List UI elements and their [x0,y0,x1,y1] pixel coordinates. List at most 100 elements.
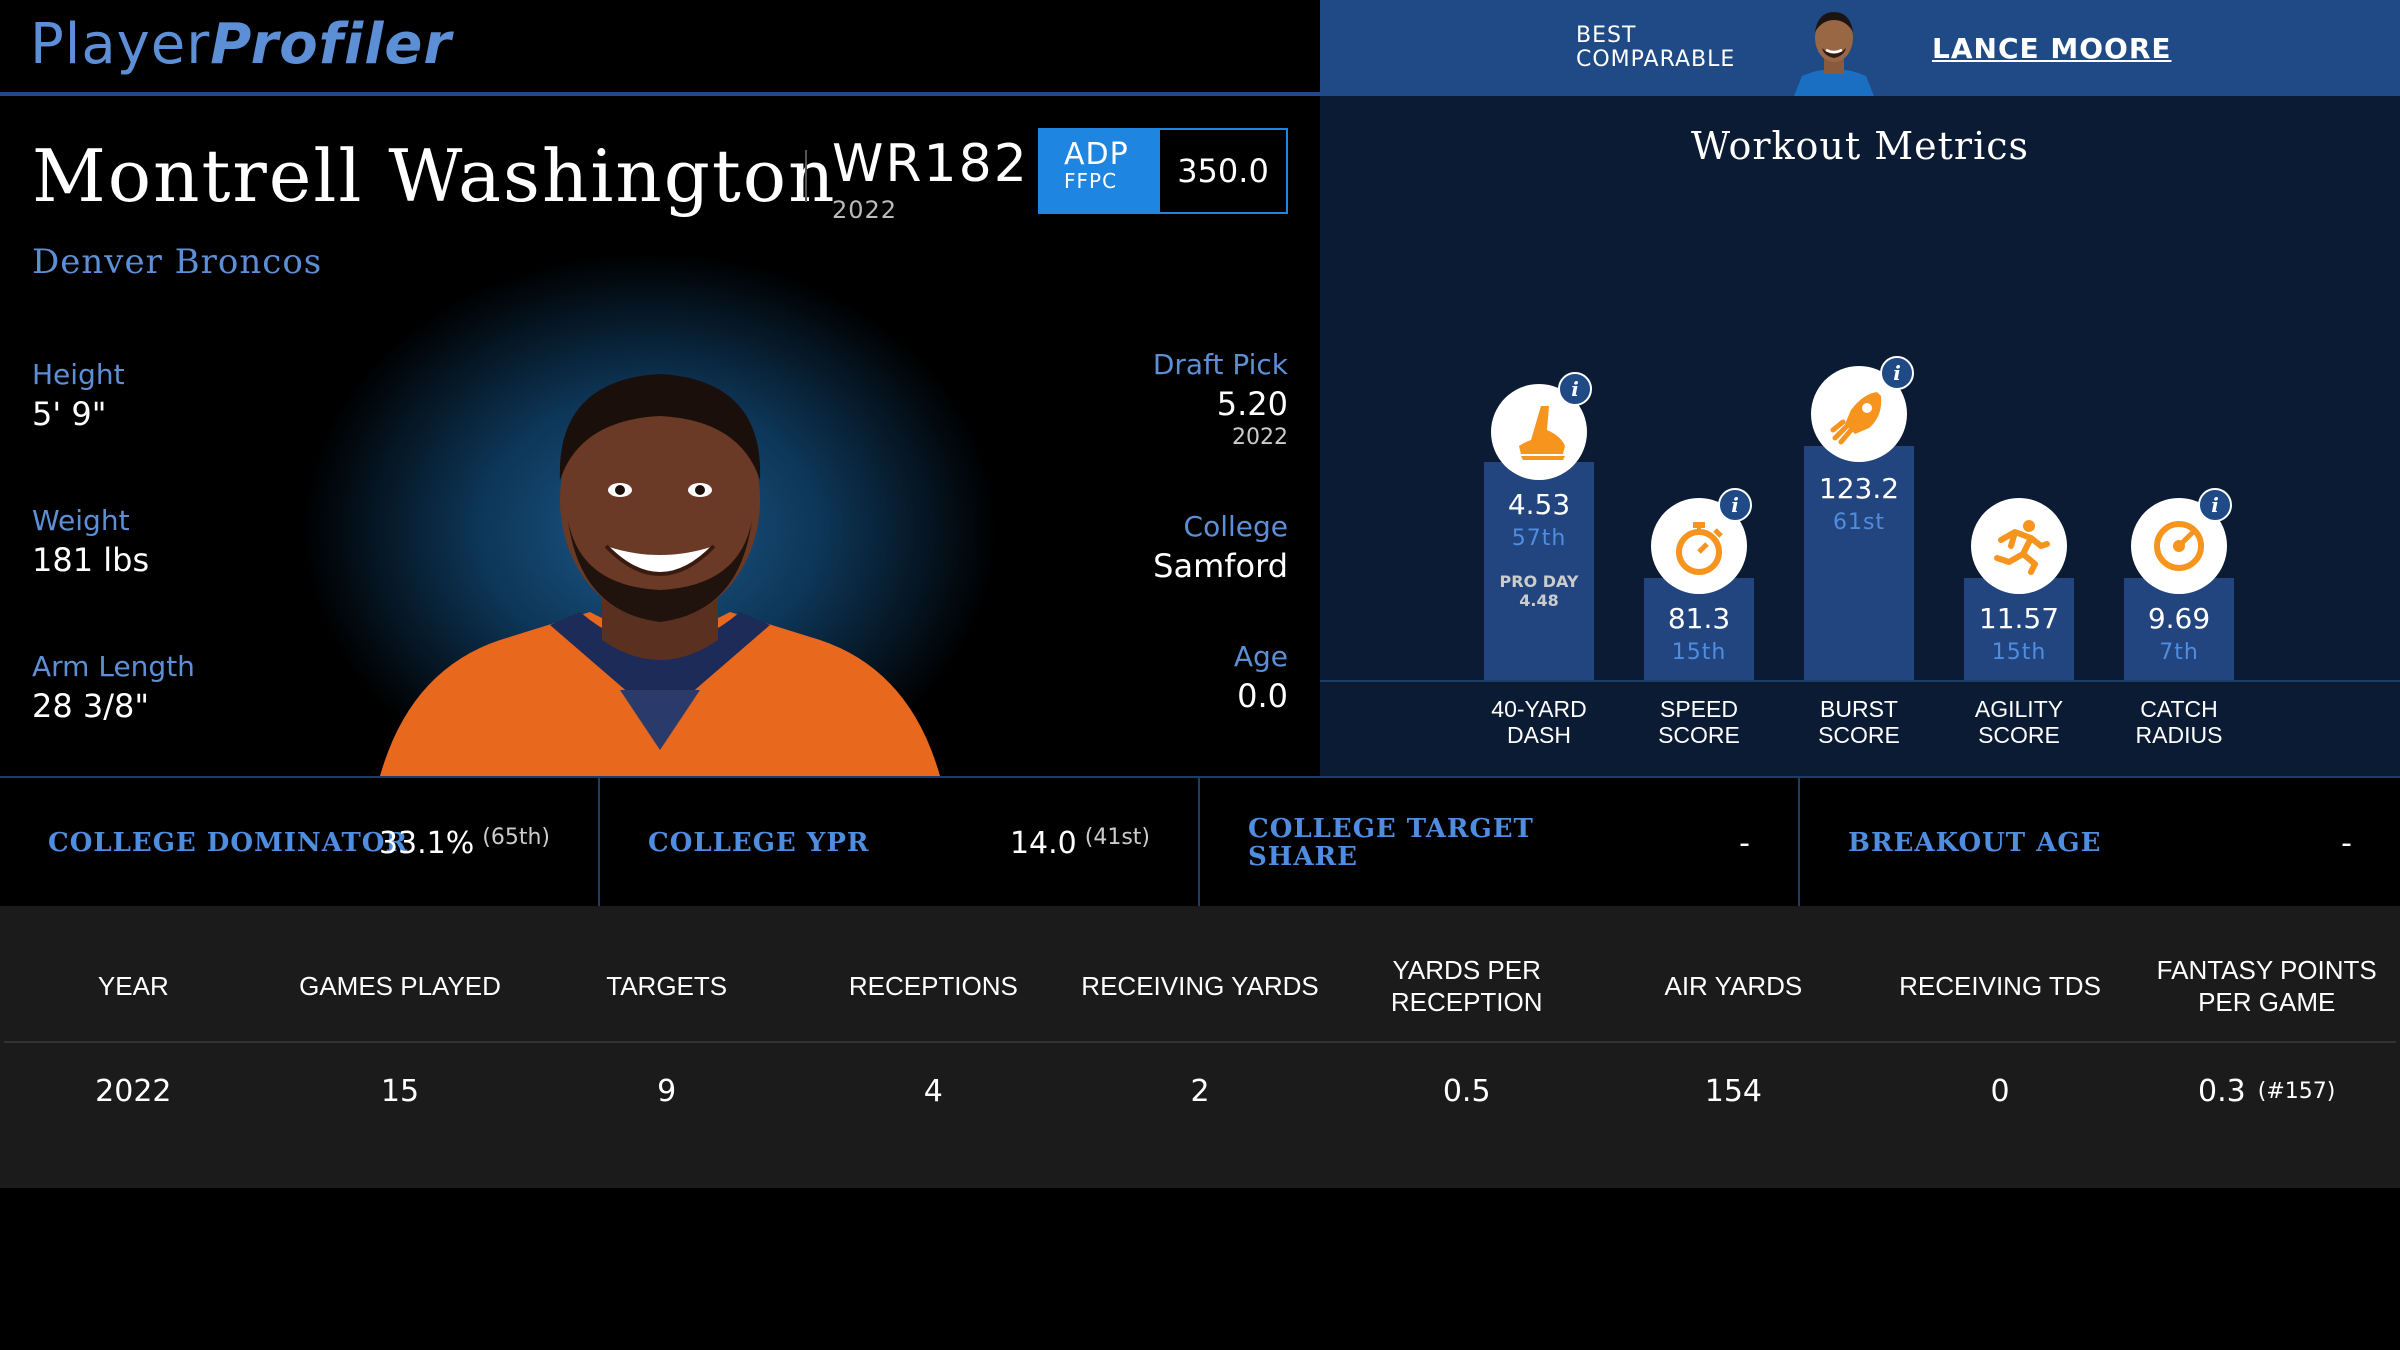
burst-score-label-line1: BURST [1820,696,1898,722]
burst-score-bar[interactable] [1804,446,1914,680]
burst-score-label: BURST SCORE [1779,696,1939,748]
header-games-played[interactable]: GAMES PLAYED [299,971,501,1001]
header-receptions[interactable]: RECEPTIONS [848,971,1018,1001]
college-dominator-rank: (65th) [482,824,550,850]
age-stat: Age 0.0 [1234,640,1288,715]
college-ypr-value-group: 14.0 (41st) [1010,778,1150,908]
cell-receiving-tds: 0 [1990,1073,2010,1109]
weight-stat: Weight 181 lbs [32,504,149,579]
best-comparable-bar: BEST COMPARABLE LANCE MOORE [1320,0,2400,96]
comparable-avatar [1794,12,1874,96]
header-receiving-tds[interactable]: RECEIVING TDS [1899,971,2101,1001]
agility-score-value: 11.57 [1978,602,2060,635]
arm-length-label: Arm Length [32,650,195,683]
fpg-rank: (#157) [2257,1078,2336,1104]
header-receiving-yards[interactable]: RECEIVING YARDS [1081,971,1319,1001]
adp-value: 350.0 [1177,152,1269,190]
header-targets[interactable]: TARGETS [606,971,728,1001]
forty-yard-label: 40-YARD DASH [1459,696,1619,748]
breakout-age-value: - [2341,825,2352,861]
season-stats-table: YEAR GAMES PLAYED TARGETS RECEPTIONS REC… [0,906,2400,1188]
age-value: 0.0 [1237,677,1288,715]
position-rank-year: 2022 [832,196,898,224]
forty-yard-bar[interactable] [1484,462,1594,680]
college-target-share-label-line2: SHARE [1248,842,1358,872]
position-rank: WR182 [832,134,1029,194]
best-label-line1: BEST [1576,23,1637,48]
catch-radius-label-line1: CATCH [2140,696,2218,722]
college-ypr-label: COLLEGE YPR [648,828,870,858]
team-name[interactable]: Denver Broncos [32,242,323,282]
speed-score-bar[interactable] [1644,578,1754,680]
cell-receiving-yards: 2 [1190,1073,1210,1109]
catch-radius-label: CATCH RADIUS [2099,696,2259,748]
breakout-age-box[interactable]: BREAKOUT AGE - [1800,778,2400,908]
draft-pick-stat: Draft Pick 5.20 2022 [1153,348,1288,450]
college-stats-row: COLLEGE DOMINATOR 33.1% (65th) COLLEGE YP… [0,776,2400,908]
header-yards-per-reception[interactable]: YARDS PER RECEPTION [1390,955,1543,1017]
adp-source: FFPC [1064,169,1118,193]
playerprofiler-logo[interactable]: PlayerProfiler [30,12,452,77]
cell-yards-per-reception: 0.5 [1442,1073,1491,1109]
header-year[interactable]: YEAR [97,971,169,1001]
runner-icon [1971,498,2067,594]
college-value: Samford [1153,547,1288,585]
adp-label-block: ADP FFPC [1040,130,1160,212]
player-name: Montrell Washington [32,134,837,218]
college-ypr-box[interactable]: COLLEGE YPR 14.0 (41st) [600,778,1200,908]
arm-length-value: 28 3/8" [32,687,150,725]
weight-value: 181 lbs [32,541,150,579]
college-dominator-value: 33.1% [378,825,475,861]
agility-score-bar[interactable] [1964,578,2074,680]
comparable-player-link[interactable]: LANCE MOORE [1932,32,2172,65]
logo-profiler-text: Profiler [210,12,453,77]
workout-metrics-title: Workout Metrics [1690,124,2030,168]
cell-games-played: 15 [380,1073,420,1109]
workout-metrics-panel: Workout Metrics i 4.53 57th PRO DAY 4.48… [1320,96,2400,776]
speed-score-label-line1: SPEED [1660,696,1738,722]
speed-score-info-icon[interactable]: i [1718,488,1752,522]
forty-yard-value: 4.53 [1507,488,1571,521]
height-stat: Height 5' 9" [32,358,125,433]
forty-yard-label-line1: 40-YARD [1491,696,1587,722]
header-air-yards[interactable]: AIR YARDS [1664,971,1803,1001]
catch-radius-label-line2: RADIUS [2135,722,2223,748]
height-label: Height [32,358,125,391]
top-bar: PlayerProfiler [0,0,1320,96]
name-divider [805,150,807,202]
college-target-share-label-line1: COLLEGE TARGET [1248,814,1534,844]
forty-yard-label-line2: DASH [1507,722,1571,748]
college-target-share-box[interactable]: COLLEGE TARGET SHARE - [1200,778,1800,908]
catch-radius-value: 9.69 [2147,602,2211,635]
forty-yard-info-icon[interactable]: i [1558,372,1592,406]
player-profile-panel: Montrell Washington WR182 2022 ADP FFPC … [0,100,1320,776]
catch-radius-bar[interactable] [2124,578,2234,680]
adp-box[interactable]: ADP FFPC 350.0 [1038,128,1288,214]
catch-radius-info-icon[interactable]: i [2198,488,2232,522]
pro-day-label: PRO DAY [1499,572,1579,591]
college-dominator-box[interactable]: COLLEGE DOMINATOR 33.1% (65th) [0,778,600,908]
cell-fantasy-points-per-game: 0.3 (#157) [2133,1056,2400,1126]
table-row: 2022 15 9 4 2 0.5 154 0 0.3 (#157) [0,1056,2400,1126]
adp-label: ADP [1064,137,1129,172]
rocket-icon [1811,366,1907,462]
cell-targets: 9 [657,1073,677,1109]
breakout-age-label: BREAKOUT AGE [1848,828,2102,858]
college-target-share-value: - [1739,825,1750,861]
logo-player-text: Player [30,12,211,77]
metrics-baseline [1320,680,2400,682]
draft-pick-value: 5.20 [1216,385,1288,423]
college-stat: College Samford [1153,510,1288,585]
burst-score-info-icon[interactable]: i [1880,356,1914,390]
college-target-share-label: COLLEGE TARGET SHARE [1248,778,1534,908]
college-label: College [1183,510,1288,543]
college-ypr-rank: (41st) [1084,824,1150,850]
draft-pick-label: Draft Pick [1152,348,1288,381]
player-portrait [380,374,940,776]
age-label: Age [1233,640,1288,673]
draft-pick-year: 2022 [1232,425,1288,450]
header-fantasy-points-per-game[interactable]: FANTASY POINTS PER GAME [2156,955,2377,1017]
agility-score-label-line1: AGILITY [1974,696,2064,722]
speed-score-label: SPEED SCORE [1619,696,1779,748]
forty-yard-percentile: 57th [1511,526,1567,551]
